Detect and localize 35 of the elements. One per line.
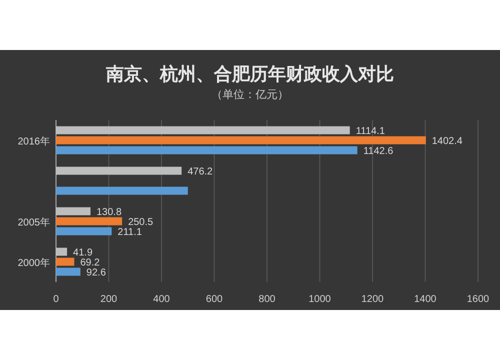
bar: [56, 268, 80, 276]
chart-subtitle: （单位：亿元）: [212, 88, 288, 101]
x-tick-label: 1000: [308, 294, 332, 305]
chart-title: 南京、杭州、合肥历年财政收入对比: [105, 64, 394, 84]
x-tick-label: 800: [258, 294, 276, 305]
data-label: 476.2: [188, 166, 214, 178]
x-tick-label: 600: [206, 294, 224, 305]
data-label: 1142.6: [363, 146, 394, 157]
y-tick-label: 2005年: [18, 216, 50, 228]
bar: [56, 248, 68, 256]
data-label: 130.8: [96, 206, 122, 218]
bar: [56, 166, 182, 175]
data-label: 211.1: [118, 226, 142, 238]
data-label: 1402.4: [432, 136, 463, 147]
y-tick-label: 2000年: [18, 256, 50, 269]
x-tick-label: 1400: [414, 294, 437, 305]
bar: [56, 207, 90, 216]
x-tick-label: 1200: [361, 294, 384, 305]
bar: [56, 217, 122, 226]
bar: [56, 258, 74, 266]
bar: [56, 227, 112, 236]
bar: [56, 186, 188, 195]
x-tick-label: 0: [53, 294, 60, 305]
y-tick-label: 2016年: [18, 135, 50, 148]
data-label: 69.2: [80, 257, 100, 268]
bar: [56, 146, 358, 154]
data-label: 250.5: [128, 216, 154, 228]
bar: [56, 136, 426, 144]
x-tick-label: 400: [153, 294, 170, 305]
data-label: 41.9: [73, 247, 93, 258]
data-label: 1114.1: [356, 126, 386, 137]
x-tick-label: 200: [100, 294, 118, 305]
data-label: 92.6: [86, 267, 106, 278]
bar: [56, 126, 350, 134]
x-tick-label: 1600: [466, 294, 490, 305]
